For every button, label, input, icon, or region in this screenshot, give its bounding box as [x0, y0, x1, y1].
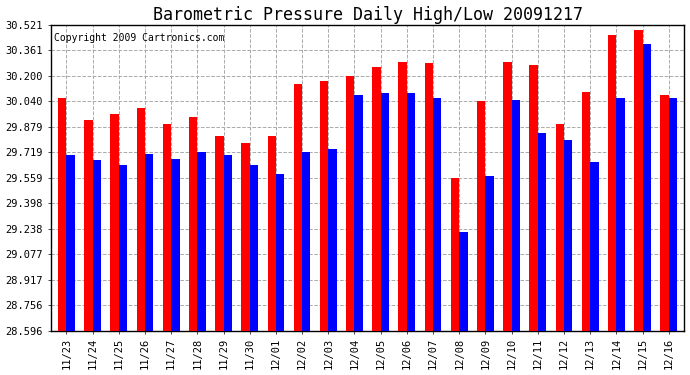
- Bar: [381, 93, 389, 330]
- Bar: [373, 66, 381, 330]
- Bar: [642, 44, 651, 330]
- Bar: [241, 142, 250, 330]
- Bar: [529, 65, 538, 330]
- Bar: [145, 154, 153, 330]
- Bar: [197, 152, 206, 330]
- Bar: [634, 30, 642, 330]
- Bar: [250, 165, 258, 330]
- Bar: [320, 81, 328, 330]
- Bar: [328, 149, 337, 330]
- Bar: [294, 84, 302, 330]
- Bar: [451, 178, 460, 330]
- Bar: [302, 152, 311, 330]
- Bar: [616, 98, 624, 330]
- Bar: [276, 174, 284, 330]
- Bar: [669, 98, 677, 330]
- Bar: [66, 155, 75, 330]
- Bar: [424, 63, 433, 330]
- Title: Barometric Pressure Daily High/Low 20091217: Barometric Pressure Daily High/Low 20091…: [152, 6, 582, 24]
- Bar: [477, 101, 486, 330]
- Bar: [119, 165, 127, 330]
- Bar: [538, 133, 546, 330]
- Bar: [163, 124, 171, 330]
- Bar: [398, 62, 407, 330]
- Bar: [84, 120, 92, 330]
- Bar: [486, 176, 494, 330]
- Bar: [660, 95, 669, 330]
- Bar: [460, 231, 468, 330]
- Text: Copyright 2009 Cartronics.com: Copyright 2009 Cartronics.com: [54, 33, 224, 43]
- Bar: [590, 162, 598, 330]
- Bar: [555, 124, 564, 330]
- Bar: [171, 159, 179, 330]
- Bar: [511, 100, 520, 330]
- Bar: [110, 114, 119, 330]
- Bar: [564, 140, 573, 330]
- Bar: [92, 160, 101, 330]
- Bar: [407, 93, 415, 330]
- Bar: [189, 117, 197, 330]
- Bar: [582, 92, 590, 330]
- Bar: [224, 155, 232, 330]
- Bar: [608, 35, 616, 330]
- Bar: [215, 136, 224, 330]
- Bar: [355, 95, 363, 330]
- Bar: [503, 62, 511, 330]
- Bar: [58, 98, 66, 330]
- Bar: [433, 98, 442, 330]
- Bar: [268, 136, 276, 330]
- Bar: [346, 76, 355, 330]
- Bar: [137, 108, 145, 330]
